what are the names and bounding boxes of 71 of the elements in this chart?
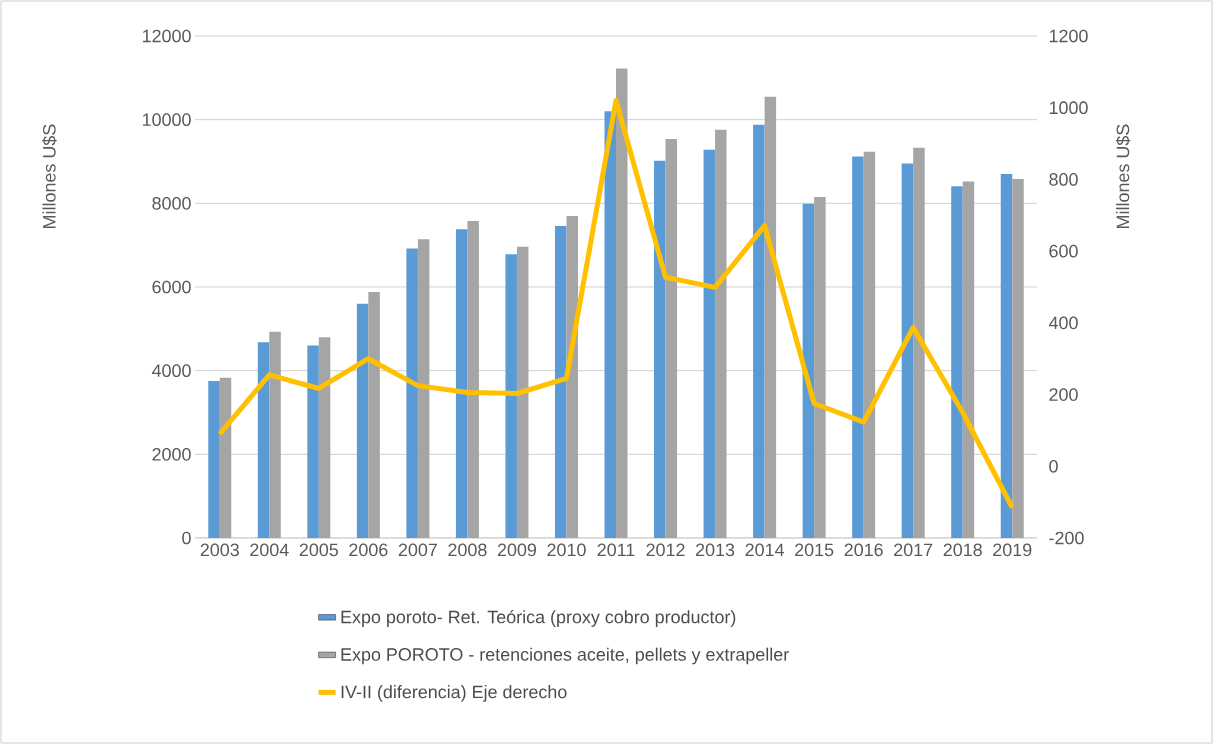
y2-tick-label: 800: [1049, 173, 1078, 186]
x-tick-label: 2015: [795, 543, 834, 557]
bar: [417, 239, 430, 538]
y-tick-label: 2000: [152, 447, 191, 461]
bar: [257, 342, 270, 538]
bar: [913, 147, 925, 538]
bar: [852, 156, 864, 538]
y-tick-label: 0: [182, 531, 191, 545]
bar: [814, 197, 826, 538]
bar: [505, 254, 517, 538]
bar: [863, 151, 876, 538]
y2-axis-title: Millones U$S: [1115, 124, 1131, 228]
bar: [951, 186, 963, 538]
x-tick-label: 2004: [250, 543, 289, 557]
bar: [616, 68, 628, 538]
y2-tick-label: 1000: [1049, 101, 1088, 115]
x-tick-label: 2017: [894, 543, 933, 557]
x-tick-label: 2016: [844, 543, 883, 557]
bar: [1012, 179, 1024, 538]
bar: [715, 129, 727, 538]
y2-tick-label: 600: [1049, 244, 1078, 258]
y-tick-label: 8000: [152, 196, 191, 210]
bar: [604, 111, 616, 538]
bar: [1000, 174, 1013, 538]
x-tick-label: 2011: [597, 543, 635, 557]
bar: [802, 203, 815, 538]
bar: [467, 220, 479, 538]
legend-label: Expo poroto- Ret. Teórica (proxy cobro productor): [341, 609, 736, 627]
y2-tick-label: -200: [1049, 531, 1084, 545]
bar: [764, 96, 777, 538]
y2-tick-label: 0: [1049, 459, 1058, 473]
y-tick-label: 6000: [152, 280, 191, 294]
x-tick-label: 2006: [349, 543, 388, 557]
bar: [406, 248, 418, 538]
bar: [566, 215, 578, 538]
x-tick-label: 2019: [993, 543, 1032, 557]
bar: [654, 160, 666, 538]
bar: [753, 124, 765, 538]
x-tick-label: 2009: [497, 543, 537, 557]
legend-label: Expo POROTO - retenciones aceite, pellets y extrapeller: [341, 647, 789, 665]
x-tick-label: 2010: [547, 543, 586, 557]
bar: [554, 225, 567, 538]
y2-tick-label: 400: [1048, 316, 1078, 330]
x-tick-label: 2014: [745, 543, 785, 557]
x-tick-label: 2012: [646, 543, 685, 557]
bar: [901, 163, 914, 538]
bar: [219, 377, 232, 538]
bar: [368, 292, 380, 538]
y2-tick-label: 1200: [1049, 29, 1088, 43]
bar: [307, 345, 319, 538]
bar: [665, 138, 678, 538]
bar: [208, 381, 220, 538]
bar: [516, 246, 529, 538]
y-tick-label: 10000: [142, 113, 191, 126]
x-tick-label: 2018: [943, 543, 982, 557]
bar: [269, 331, 281, 538]
y2-tick-label: 200: [1049, 388, 1078, 401]
x-tick-label: 2008: [448, 543, 487, 557]
bar: [356, 303, 369, 538]
y-tick-label: 12000: [142, 29, 191, 43]
bar: [455, 229, 468, 538]
legend-label: IV-II (diferencia) Eje derecho: [341, 685, 567, 702]
x-tick-label: 2007: [398, 543, 437, 557]
x-tick-label: 2013: [696, 543, 735, 557]
y-tick-label: 4000: [151, 364, 191, 378]
x-tick-label: 2005: [299, 543, 339, 557]
y-axis-title: Millones U$S: [42, 124, 57, 228]
bar: [703, 149, 716, 538]
bar: [318, 337, 331, 538]
x-tick-label: 2003: [200, 543, 239, 557]
bar: [962, 181, 975, 538]
